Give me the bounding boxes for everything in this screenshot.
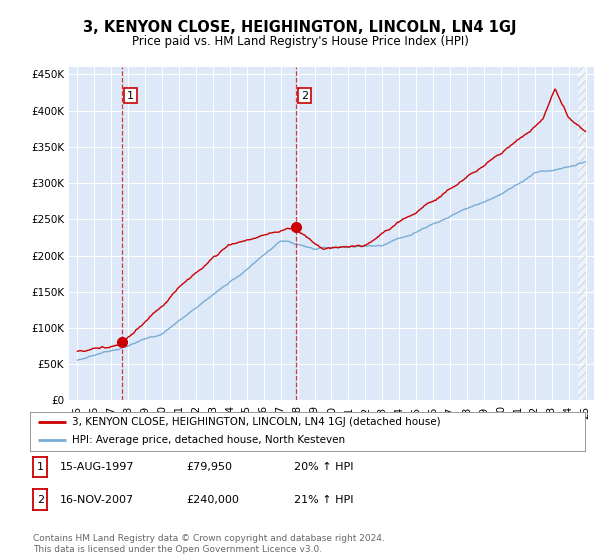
Text: 3, KENYON CLOSE, HEIGHINGTON, LINCOLN, LN4 1GJ: 3, KENYON CLOSE, HEIGHINGTON, LINCOLN, L… xyxy=(83,20,517,35)
Text: 16-NOV-2007: 16-NOV-2007 xyxy=(60,494,134,505)
Text: 21% ↑ HPI: 21% ↑ HPI xyxy=(294,494,353,505)
Text: 1: 1 xyxy=(37,462,44,472)
Text: Contains HM Land Registry data © Crown copyright and database right 2024.
This d: Contains HM Land Registry data © Crown c… xyxy=(33,534,385,554)
Text: 1: 1 xyxy=(127,91,134,101)
Text: 20% ↑ HPI: 20% ↑ HPI xyxy=(294,462,353,472)
Text: £79,950: £79,950 xyxy=(186,462,232,472)
Text: £240,000: £240,000 xyxy=(186,494,239,505)
Text: HPI: Average price, detached house, North Kesteven: HPI: Average price, detached house, Nort… xyxy=(71,435,345,445)
Text: Price paid vs. HM Land Registry's House Price Index (HPI): Price paid vs. HM Land Registry's House … xyxy=(131,35,469,48)
Text: 15-AUG-1997: 15-AUG-1997 xyxy=(60,462,134,472)
Text: 2: 2 xyxy=(37,494,44,505)
Text: 2: 2 xyxy=(301,91,308,101)
Text: 3, KENYON CLOSE, HEIGHINGTON, LINCOLN, LN4 1GJ (detached house): 3, KENYON CLOSE, HEIGHINGTON, LINCOLN, L… xyxy=(71,417,440,427)
